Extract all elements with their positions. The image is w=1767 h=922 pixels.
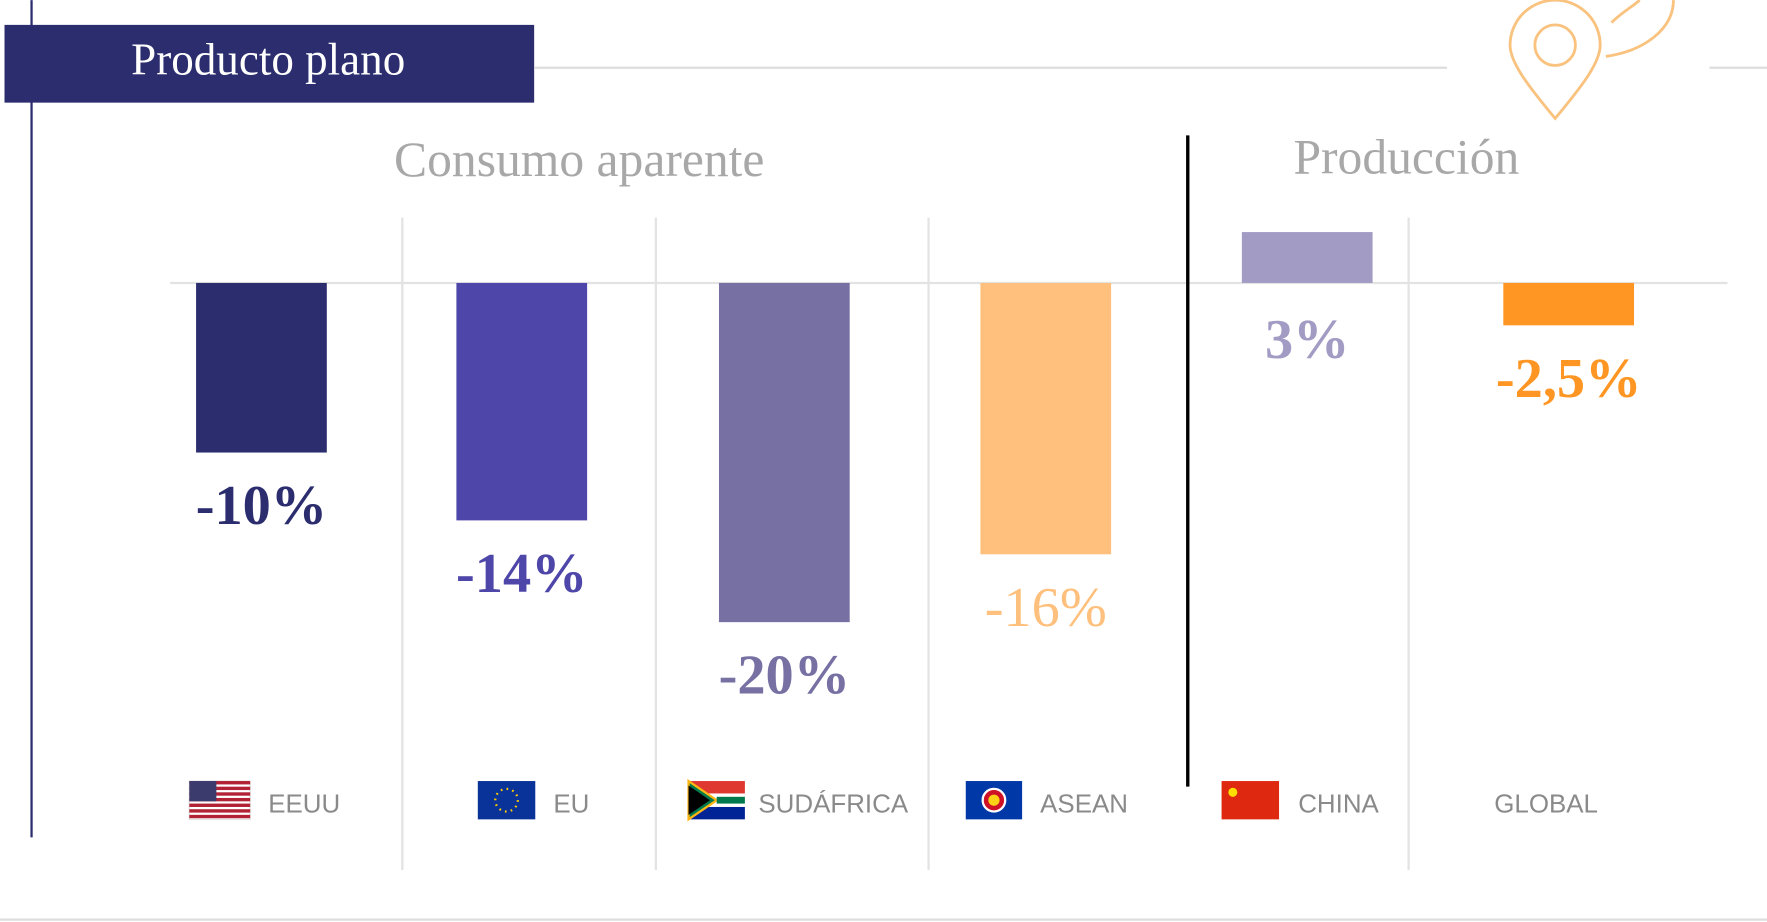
section-title: Producción xyxy=(1293,130,1519,185)
value-label: -14% xyxy=(456,543,587,605)
category-label: EEUU xyxy=(268,791,340,819)
section-title: Consumo aparente xyxy=(394,132,764,187)
bar xyxy=(456,282,588,521)
value-label: -20% xyxy=(719,645,850,707)
flag-eu xyxy=(477,781,536,820)
bar xyxy=(718,282,850,623)
category-label: SUDÁFRICA xyxy=(758,790,908,819)
flag-cn xyxy=(1221,781,1280,820)
bar xyxy=(196,282,327,453)
bar xyxy=(1241,232,1373,283)
column-dividers xyxy=(401,217,1410,871)
category-label: ASEAN xyxy=(1040,791,1128,819)
value-label: -16% xyxy=(985,577,1107,639)
category-label: EU xyxy=(553,791,589,819)
flag-us xyxy=(188,780,251,820)
value-label: 3% xyxy=(1265,309,1350,371)
value-label: -10% xyxy=(196,475,327,537)
flag-asean xyxy=(965,781,1023,820)
chart-title: Producto plano xyxy=(131,35,405,85)
value-label: -2,5% xyxy=(1496,348,1642,410)
pin-icon xyxy=(1508,0,1675,121)
title-band xyxy=(4,24,535,103)
flag-za xyxy=(687,778,745,822)
bar xyxy=(980,282,1112,555)
category-label: CHINA xyxy=(1298,791,1379,819)
category-label: GLOBAL xyxy=(1494,791,1598,819)
bar xyxy=(1503,282,1635,326)
